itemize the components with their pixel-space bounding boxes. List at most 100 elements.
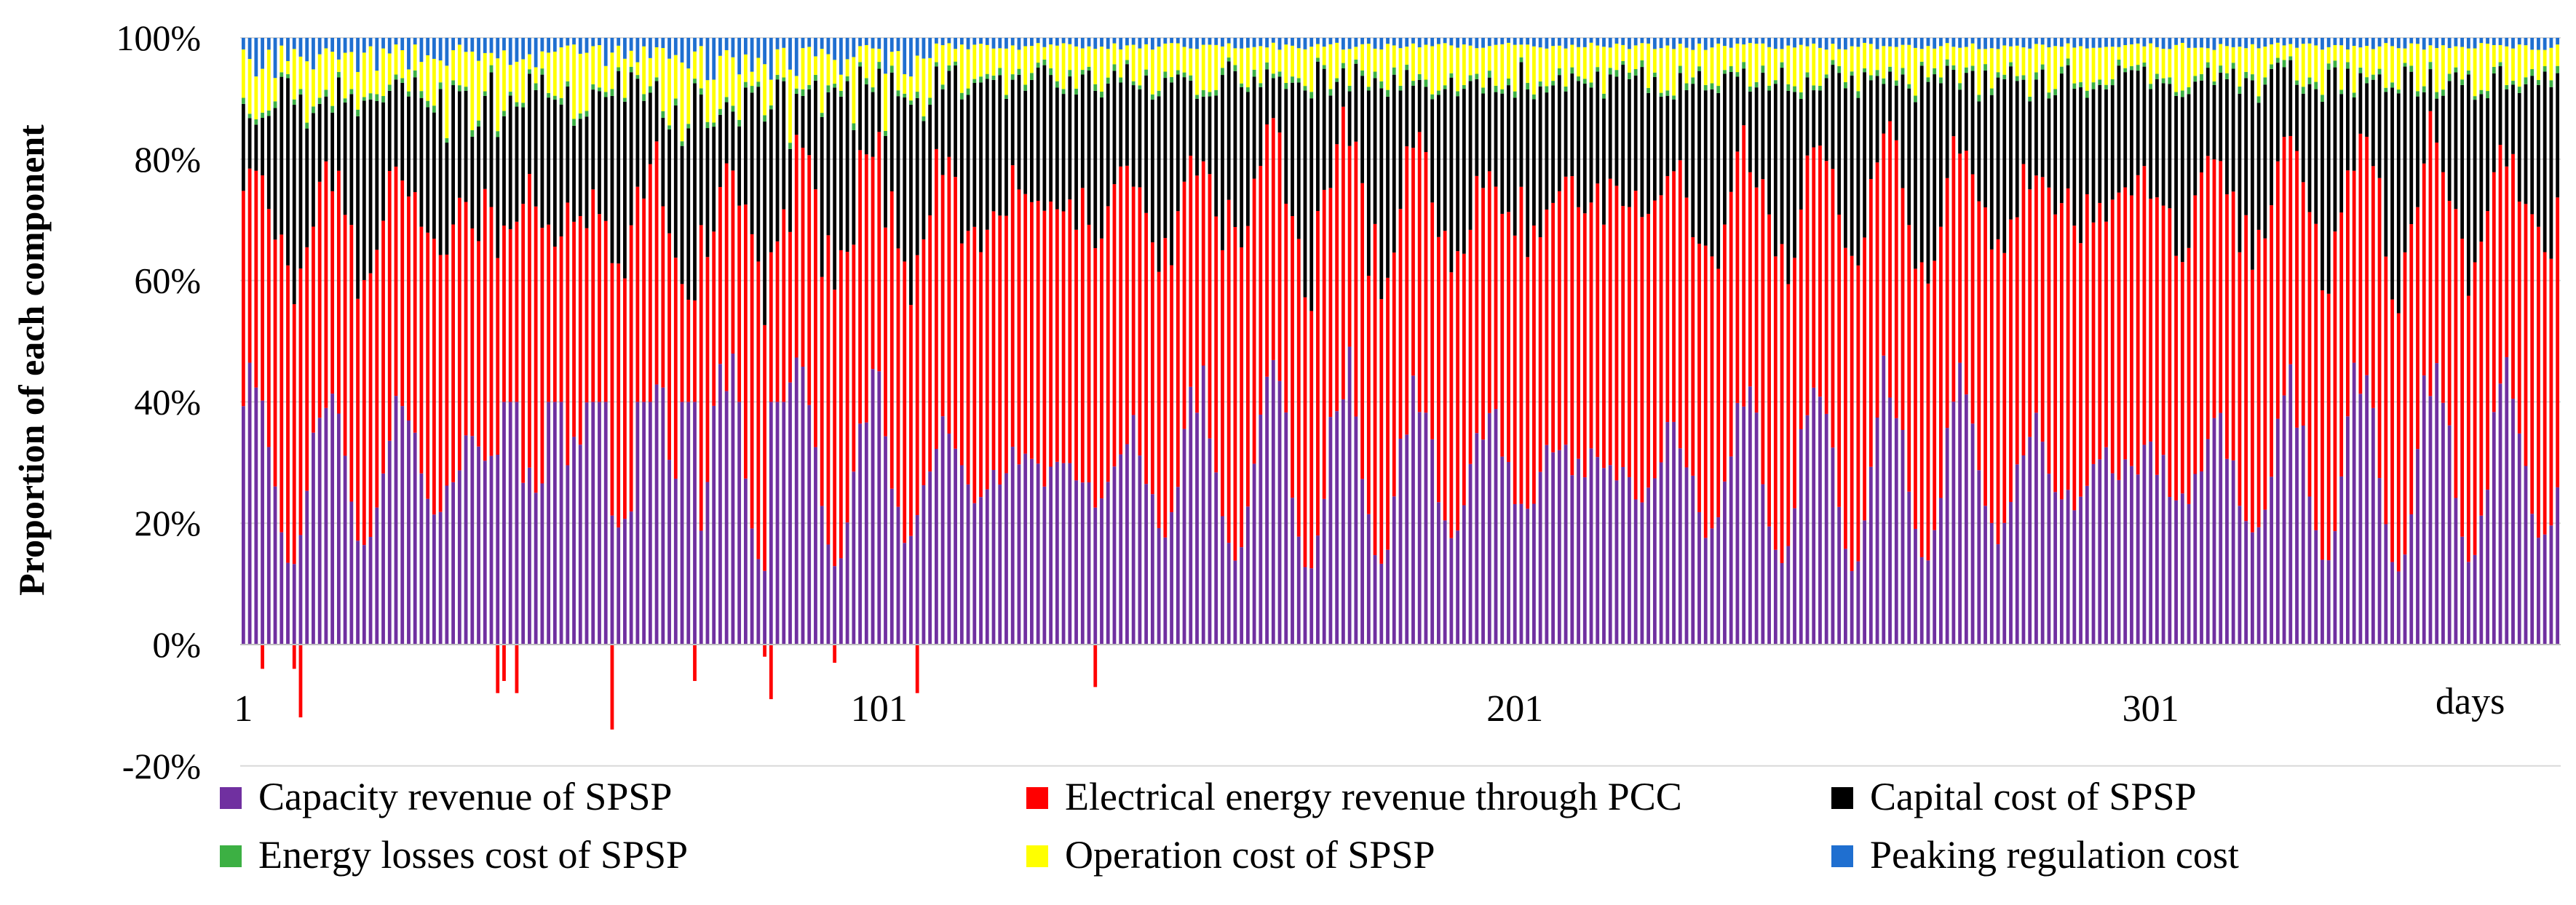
- bar-peaking-regulation-cost: [2130, 38, 2133, 44]
- bar-peaking-regulation-cost: [387, 38, 392, 54]
- bar-peaking-regulation-cost: [1176, 38, 1180, 44]
- bar-electrical-energy-revenue: [699, 225, 703, 531]
- bar-electrical-energy-revenue: [954, 177, 957, 449]
- bar-peaking-regulation-cost: [502, 38, 506, 51]
- bar-operation-cost: [2511, 48, 2515, 81]
- bar-energy-losses-cost: [1589, 82, 1593, 88]
- bar-operation-cost: [2136, 43, 2140, 65]
- bar-operation-cost: [1882, 46, 1886, 79]
- bar-capital-cost: [2409, 71, 2414, 225]
- bar-operation-cost: [1201, 44, 1205, 90]
- bar-peaking-regulation-cost: [2079, 38, 2082, 47]
- bar-capacity-revenue: [1316, 535, 1320, 645]
- bar-electrical-energy-revenue: [2149, 199, 2153, 442]
- bar-electrical-energy-revenue: [2161, 205, 2165, 455]
- bar-operation-cost: [947, 43, 951, 65]
- bar-electrical-energy-revenue: [2244, 215, 2248, 522]
- bar-peaking-regulation-cost: [2479, 38, 2484, 44]
- bar-peaking-regulation-cost: [2416, 38, 2420, 44]
- bar-capital-cost: [1545, 92, 1549, 210]
- bar-peaking-regulation-cost: [1080, 38, 1085, 49]
- bar-electrical-energy-revenue: [1271, 118, 1275, 360]
- bar-capacity-revenue: [2085, 485, 2089, 645]
- bar-capital-cost: [1061, 94, 1066, 212]
- bar-operation-cost: [1805, 46, 1810, 73]
- bar-capacity-revenue: [2454, 498, 2458, 645]
- bar-energy-losses-cost: [489, 65, 494, 73]
- bar-energy-losses-cost: [1958, 83, 1962, 90]
- bar-operation-cost: [1901, 44, 1905, 68]
- bar-electrical-energy-revenue: [2015, 217, 2019, 465]
- bar-capacity-revenue: [852, 471, 856, 645]
- legend: Capacity revenue of SPSP Electrical ener…: [220, 775, 2239, 877]
- bar-energy-losses-cost: [1100, 92, 1103, 97]
- bar-capital-cost: [852, 129, 856, 245]
- bar-operation-cost: [1208, 44, 1212, 92]
- bar-capital-cost: [261, 117, 264, 176]
- bar-capital-cost: [1036, 67, 1040, 201]
- bar-capital-cost: [552, 100, 557, 247]
- bar-capacity-revenue: [508, 402, 512, 645]
- bar-capital-cost: [1245, 92, 1250, 226]
- bar-electrical-energy-revenue: [1958, 154, 1962, 363]
- bar-electrical-energy-revenue: [305, 247, 309, 491]
- bar-energy-losses-cost: [2053, 89, 2058, 95]
- bar-capacity-revenue: [540, 483, 544, 645]
- bar-electrical-energy-revenue: [909, 305, 913, 536]
- bar-electrical-energy-revenue: [661, 206, 665, 388]
- bar-energy-losses-cost: [1226, 57, 1231, 62]
- bar-capital-cost: [1360, 76, 1364, 183]
- bar-operation-cost: [972, 44, 977, 79]
- bar-capital-cost: [1837, 73, 1842, 215]
- bar-energy-losses-cost: [1608, 68, 1612, 75]
- bar-electrical-energy-revenue: [280, 234, 284, 533]
- bar-peaking-regulation-cost: [1201, 38, 1205, 45]
- bar-energy-losses-cost: [642, 94, 646, 101]
- bar-operation-cost: [2282, 45, 2286, 60]
- bar-capital-cost: [1907, 88, 1911, 226]
- bar-peaking-regulation-cost: [1919, 38, 1924, 49]
- bar-capital-cost: [2416, 96, 2420, 207]
- bar-energy-losses-cost: [1341, 63, 1345, 68]
- bar-capacity-revenue: [2301, 425, 2305, 645]
- bar-operation-cost: [598, 45, 601, 88]
- bar-energy-losses-cost: [305, 122, 309, 129]
- bar-energy-losses-cost: [1901, 68, 1905, 75]
- bar-energy-losses-cost: [464, 87, 468, 91]
- bar-capacity-revenue: [1633, 499, 1638, 645]
- bar-energy-losses-cost: [2365, 77, 2369, 84]
- bar-operation-cost: [1017, 49, 1021, 69]
- bar-energy-losses-cost: [2466, 70, 2470, 75]
- bar-electrical-energy-revenue: [1055, 209, 1059, 462]
- bar-energy-losses-cost: [1437, 90, 1440, 95]
- bar-peaking-regulation-cost: [928, 38, 932, 58]
- bar-energy-losses-cost: [330, 105, 335, 113]
- bar-capital-cost: [2256, 103, 2261, 230]
- bar-capital-cost: [1875, 76, 1879, 163]
- bar-capacity-revenue: [1710, 528, 1714, 645]
- bar-capacity-revenue: [2002, 522, 2007, 645]
- bar-energy-losses-cost: [356, 109, 360, 116]
- bar-energy-losses-cost: [1379, 81, 1384, 89]
- bar-peaking-regulation-cost: [336, 38, 341, 60]
- bar-capital-cost: [1456, 96, 1460, 252]
- bar-capital-cost: [928, 105, 932, 216]
- bar-peaking-regulation-cost: [2346, 38, 2350, 49]
- bar-energy-losses-cost: [2212, 81, 2216, 85]
- bar-operation-cost: [368, 46, 373, 94]
- bar-peaking-regulation-cost: [801, 38, 805, 49]
- bar-operation-cost: [1761, 43, 1765, 66]
- bar-operation-cost: [680, 62, 684, 142]
- bar-electrical-energy-revenue: [451, 224, 455, 482]
- bar-energy-losses-cost: [2059, 66, 2064, 74]
- bar-energy-losses-cost: [2396, 89, 2401, 94]
- bar-peaking-regulation-cost: [2155, 38, 2159, 47]
- bar-peaking-regulation-cost: [1144, 38, 1149, 44]
- bar-energy-losses-cost: [1964, 67, 1968, 73]
- bar-operation-cost: [852, 57, 856, 124]
- bar-peaking-regulation-cost: [826, 38, 831, 55]
- bar-capital-cost: [1189, 80, 1193, 156]
- bar-operation-cost: [775, 49, 780, 75]
- bar-capital-cost: [343, 102, 347, 215]
- bar-operation-cost: [826, 54, 831, 86]
